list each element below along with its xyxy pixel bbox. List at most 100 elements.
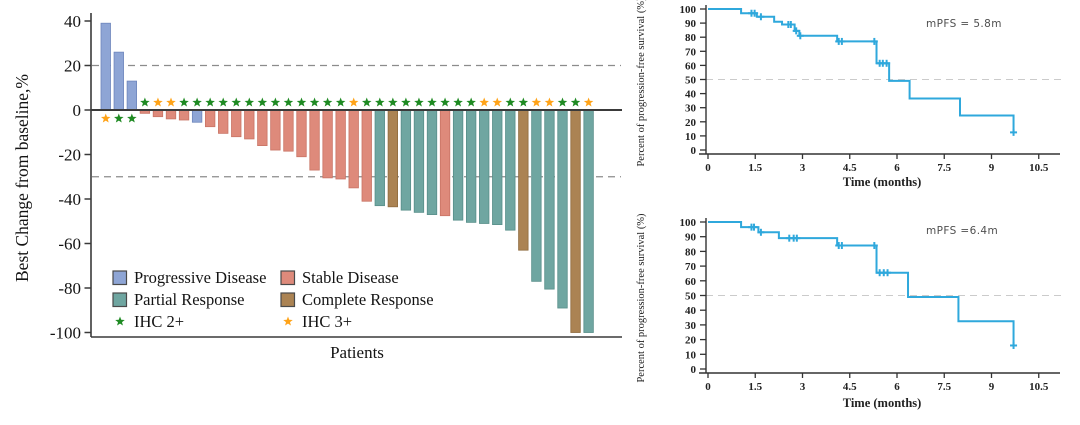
legend-star-icon bbox=[115, 316, 125, 326]
ihc3-star-icon bbox=[348, 97, 359, 107]
waterfall-bar bbox=[191, 109, 203, 123]
waterfall-bar bbox=[335, 109, 346, 180]
waterfall-bar bbox=[218, 109, 229, 134]
ihc2-star-icon bbox=[401, 97, 411, 107]
y-axis-tick-label: 10 bbox=[685, 349, 697, 361]
ihc3-star-icon bbox=[544, 97, 555, 107]
ihc2-star-icon bbox=[140, 97, 150, 107]
ihc2-star-icon bbox=[570, 97, 581, 107]
waterfall-bar bbox=[152, 109, 164, 118]
legend-swatch bbox=[112, 270, 128, 286]
waterfall-bar bbox=[439, 109, 451, 217]
y-axis-tick-label: 30 bbox=[685, 320, 697, 332]
x-axis-tick-label: 0 bbox=[705, 381, 711, 393]
legend-label: Partial Response bbox=[134, 290, 244, 309]
waterfall-plot-area: 40 20 0 -20 -40 -60 -80 -100 Progressive Disease… bbox=[50, 12, 622, 343]
waterfall-chart: Best Change from baseline,% Patients 40 2… bbox=[12, 12, 622, 362]
waterfall-x-axis-title: Patients bbox=[330, 343, 384, 362]
y-axis-tick-label: 40 bbox=[64, 12, 81, 31]
ihc3-star-icon bbox=[100, 113, 111, 123]
waterfall-bar bbox=[100, 22, 111, 111]
x-axis-tick-label: 1.5 bbox=[748, 381, 762, 393]
y-axis-tick-label: 80 bbox=[685, 32, 697, 44]
y-axis-tick-label: 0 bbox=[691, 364, 697, 376]
y-axis-tick-label: 40 bbox=[685, 305, 697, 317]
y-axis-tick-label: -100 bbox=[50, 324, 81, 343]
ihc2-star-icon bbox=[218, 97, 228, 107]
ihc2-star-icon bbox=[296, 97, 307, 107]
y-axis-tick-label: 90 bbox=[685, 18, 697, 30]
legend-swatch bbox=[112, 292, 128, 308]
waterfall-bar bbox=[361, 109, 372, 202]
km-top-y-axis-title: Percent of progression-free survival (%) bbox=[636, 0, 647, 167]
waterfall-bar bbox=[348, 109, 359, 189]
x-axis-tick-label: 9 bbox=[989, 162, 995, 174]
legend-star-icon bbox=[283, 316, 293, 326]
ihc3-star-icon bbox=[492, 97, 503, 107]
ihc2-star-icon bbox=[518, 97, 529, 107]
ihc2-star-icon bbox=[505, 97, 516, 107]
ihc2-star-icon bbox=[361, 97, 372, 107]
ihc2-star-icon bbox=[427, 97, 437, 107]
waterfall-bar bbox=[270, 109, 281, 151]
x-axis-tick-label: 6 bbox=[894, 381, 900, 393]
ihc2-star-icon bbox=[114, 113, 124, 123]
km-bottom-mpfs-annotation: mPFS =6.4m bbox=[926, 225, 998, 237]
x-axis-tick-label: 3 bbox=[800, 162, 806, 174]
ihc2-star-icon bbox=[127, 113, 137, 123]
ihc2-star-icon bbox=[270, 97, 281, 107]
y-axis-tick-label: -20 bbox=[58, 146, 81, 165]
waterfall-bar bbox=[204, 109, 216, 128]
waterfall-y-axis-title: Best Change from baseline,% bbox=[12, 74, 32, 282]
y-axis-tick-label: 50 bbox=[685, 75, 697, 87]
ihc2-star-icon bbox=[466, 97, 476, 107]
x-axis-tick-label: 9 bbox=[989, 381, 995, 393]
ihc2-star-icon bbox=[257, 97, 268, 107]
waterfall-bar bbox=[518, 109, 529, 251]
ihc2-star-icon bbox=[453, 97, 463, 107]
y-axis-tick-label: 10 bbox=[685, 131, 697, 143]
waterfall-bar bbox=[113, 51, 124, 111]
waterfall-bar bbox=[479, 109, 490, 224]
x-axis-tick-label: 0 bbox=[705, 162, 711, 174]
ihc2-star-icon bbox=[309, 97, 320, 107]
waterfall-bar bbox=[570, 109, 581, 333]
y-axis-tick-label: 0 bbox=[691, 145, 697, 157]
waterfall-bar bbox=[400, 109, 412, 211]
legend-label: IHC 3+ bbox=[302, 312, 352, 331]
y-axis-tick-label: 20 bbox=[685, 117, 697, 129]
ihc2-star-icon bbox=[388, 97, 398, 107]
waterfall-bar bbox=[283, 109, 294, 152]
ihc3-star-icon bbox=[531, 97, 542, 107]
legend-label: Progressive Disease bbox=[134, 268, 266, 287]
x-axis-tick-label: 1.5 bbox=[748, 162, 762, 174]
waterfall-bar bbox=[231, 109, 242, 138]
ihc2-star-icon bbox=[375, 97, 385, 107]
y-axis-tick-label: 20 bbox=[64, 57, 81, 76]
ihc2-star-icon bbox=[414, 97, 424, 107]
km-bottom-y-axis-title: Percent of progression-free survival (%) bbox=[636, 213, 647, 383]
waterfall-bar bbox=[309, 109, 320, 171]
x-axis-tick-label: 7.5 bbox=[937, 162, 951, 174]
legend-label: Complete Response bbox=[302, 290, 434, 309]
km-top-x-axis-title: Time (months) bbox=[843, 175, 922, 189]
km-chart-top: Percent of progression-free survival (%)… bbox=[636, 0, 1062, 189]
ihc2-star-icon bbox=[283, 97, 294, 107]
y-axis-tick-label: 60 bbox=[685, 276, 697, 288]
km-top-mpfs-annotation: mPFS = 5.8m bbox=[926, 18, 1002, 30]
x-axis-tick-label: 10.5 bbox=[1029, 162, 1049, 174]
km-chart-bottom: Percent of progression-free survival (%)… bbox=[636, 213, 1062, 410]
waterfall-bar bbox=[178, 109, 190, 121]
legend-swatch bbox=[280, 292, 296, 308]
waterfall-bar bbox=[492, 109, 503, 225]
y-axis-tick-label: 100 bbox=[680, 4, 697, 16]
x-axis-tick-label: 6 bbox=[894, 162, 900, 174]
legend-label: Stable Disease bbox=[302, 268, 399, 287]
waterfall-bar bbox=[465, 109, 477, 223]
waterfall-bar bbox=[387, 109, 399, 208]
y-axis-tick-label: -80 bbox=[58, 279, 81, 298]
x-axis-tick-label: 3 bbox=[800, 381, 806, 393]
x-axis-tick-label: 4.5 bbox=[843, 162, 857, 174]
ihc2-star-icon bbox=[179, 97, 189, 107]
